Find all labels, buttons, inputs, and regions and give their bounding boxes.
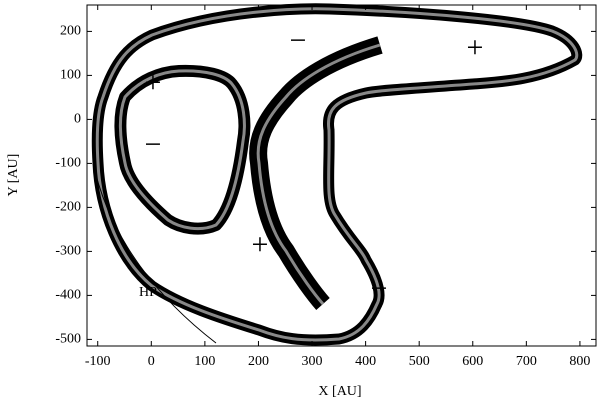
- x-tick-label: 0: [148, 354, 155, 369]
- x-tick-label: 200: [248, 354, 269, 369]
- y-tick-label: 200: [60, 24, 81, 39]
- annotation: −: [145, 128, 162, 161]
- annotation: +: [145, 66, 162, 99]
- x-axis-label: X [AU]: [318, 384, 361, 399]
- plot-frame: [86, 4, 597, 347]
- hp-line: [92, 162, 217, 344]
- x-tick-label: 700: [516, 354, 537, 369]
- y-axis-label: Y [AU]: [6, 154, 21, 197]
- y-tick-label: 100: [60, 68, 81, 83]
- x-tick-label: 600: [462, 354, 483, 369]
- annotation: −: [290, 24, 307, 57]
- annotation: −: [371, 272, 388, 305]
- y-tick-label: 0: [74, 112, 81, 127]
- x-tick-label: 400: [355, 354, 376, 369]
- annotation: +: [252, 228, 269, 261]
- y-tick-label: -200: [55, 200, 81, 215]
- x-tick-label: 300: [302, 354, 323, 369]
- y-tick-label: -100: [55, 156, 81, 171]
- middle-band-gray: [256, 43, 381, 305]
- outer-band-gray: [95, 7, 579, 342]
- x-tick-label: 100: [194, 354, 215, 369]
- x-tick-label: 500: [409, 354, 430, 369]
- y-tick-label: -500: [55, 332, 81, 347]
- inner-band: [114, 64, 251, 235]
- y-tick-label: -400: [55, 288, 81, 303]
- middle-band: [249, 36, 383, 310]
- inner-band-gray: [118, 69, 246, 231]
- annotation: +: [467, 31, 484, 64]
- sheet-bands: [91, 3, 583, 346]
- x-tick-label: -100: [85, 354, 111, 369]
- annotation: HP: [139, 285, 157, 300]
- x-tick-label: 800: [569, 354, 590, 369]
- y-tick-label: -300: [55, 244, 81, 259]
